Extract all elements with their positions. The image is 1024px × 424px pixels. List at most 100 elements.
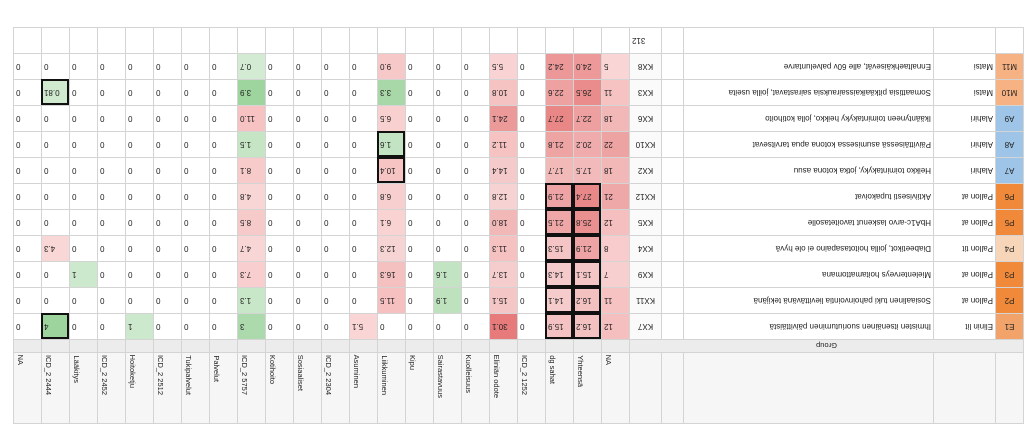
value-cell[interactable]: 0 bbox=[209, 131, 238, 158]
value-cell[interactable]: 18 bbox=[601, 105, 630, 132]
value-cell[interactable]: 17.7 bbox=[545, 157, 574, 184]
value-cell[interactable]: 0 bbox=[153, 261, 182, 288]
value-cell[interactable]: 0 bbox=[265, 79, 294, 106]
value-cell[interactable]: 0 bbox=[293, 183, 322, 210]
value-cell[interactable]: 0.7 bbox=[237, 53, 266, 80]
value-cell[interactable]: 0 bbox=[461, 261, 490, 288]
value-cell[interactable]: 20.2 bbox=[573, 131, 602, 158]
value-cell[interactable]: 12.8 bbox=[489, 183, 518, 210]
value-cell[interactable]: 11.5 bbox=[377, 287, 406, 314]
row-category-cell[interactable]: Matsi bbox=[933, 79, 996, 106]
value-cell[interactable]: 0 bbox=[321, 131, 350, 158]
value-cell[interactable]: 10.4 bbox=[377, 157, 406, 184]
value-cell[interactable]: 4 bbox=[41, 313, 70, 340]
value-cell[interactable]: 0 bbox=[125, 261, 154, 288]
row-code-cell[interactable]: KX5 bbox=[629, 209, 662, 236]
value-cell[interactable]: 4.7 bbox=[237, 235, 266, 262]
value-cell[interactable]: 14.1 bbox=[545, 287, 574, 314]
value-cell[interactable]: 0 bbox=[349, 53, 378, 80]
row-code-cell[interactable]: KX6 bbox=[629, 105, 662, 132]
value-cell[interactable]: 0 bbox=[265, 235, 294, 262]
value-cell[interactable]: 0 bbox=[97, 313, 126, 340]
value-cell[interactable]: 0 bbox=[321, 287, 350, 314]
column-header-cell[interactable]: Palvelut bbox=[209, 352, 238, 424]
row-label-cell[interactable]: Ikääntyneen toimintakyky heikko, jolla k… bbox=[683, 105, 934, 132]
value-cell[interactable]: 0 bbox=[41, 157, 70, 184]
value-cell[interactable]: 1.3 bbox=[237, 287, 266, 314]
value-cell[interactable]: 0 bbox=[153, 209, 182, 236]
value-cell[interactable]: 30.1 bbox=[489, 313, 518, 340]
value-cell[interactable]: 0 bbox=[461, 105, 490, 132]
value-cell[interactable]: 0 bbox=[13, 287, 42, 314]
value-cell[interactable]: 0 bbox=[69, 157, 98, 184]
value-cell[interactable]: 0 bbox=[209, 79, 238, 106]
value-cell[interactable]: 0 bbox=[69, 313, 98, 340]
value-cell[interactable]: 0 bbox=[153, 157, 182, 184]
value-cell[interactable]: 0 bbox=[265, 131, 294, 158]
value-cell[interactable]: 0 bbox=[97, 157, 126, 184]
value-cell[interactable]: 0 bbox=[405, 235, 434, 262]
value-cell[interactable]: 0 bbox=[405, 79, 434, 106]
value-cell[interactable]: 0 bbox=[13, 53, 42, 80]
value-cell[interactable]: 0 bbox=[461, 157, 490, 184]
value-cell[interactable]: 0 bbox=[209, 183, 238, 210]
row-category-cell[interactable]: Pallon tit bbox=[933, 235, 996, 262]
value-cell[interactable]: 0 bbox=[349, 79, 378, 106]
value-cell[interactable]: 0 bbox=[461, 183, 490, 210]
row-category-cell[interactable]: Alahiri bbox=[933, 105, 996, 132]
value-cell[interactable]: 0 bbox=[13, 79, 42, 106]
value-cell[interactable]: 0 bbox=[209, 287, 238, 314]
value-cell[interactable]: 0 bbox=[13, 235, 42, 262]
value-cell[interactable]: 0 bbox=[153, 183, 182, 210]
value-cell[interactable]: 0 bbox=[181, 79, 210, 106]
value-cell[interactable]: 0 bbox=[433, 79, 462, 106]
value-cell[interactable]: 0 bbox=[293, 157, 322, 184]
value-cell[interactable]: 0 bbox=[125, 79, 154, 106]
row-category-cell[interactable]: Alahiri bbox=[933, 131, 996, 158]
value-cell[interactable]: 0 bbox=[461, 287, 490, 314]
value-cell[interactable]: 0 bbox=[69, 235, 98, 262]
value-cell[interactable]: 15.9 bbox=[545, 313, 574, 340]
value-cell[interactable]: 0 bbox=[461, 53, 490, 80]
row-label-cell[interactable]: Ennaltaehkäisevät, alle 60v palveluntarv… bbox=[683, 53, 934, 80]
column-header-cell[interactable]: Kotihoito bbox=[265, 352, 294, 424]
value-cell[interactable]: 0 bbox=[321, 183, 350, 210]
value-cell[interactable]: 0 bbox=[41, 105, 70, 132]
value-cell[interactable]: 0 bbox=[405, 157, 434, 184]
value-cell[interactable]: 0 bbox=[181, 235, 210, 262]
row-category-cell[interactable]: Pallon at bbox=[933, 183, 996, 210]
column-header-cell[interactable]: Liikkuminen bbox=[377, 352, 406, 424]
column-header-cell[interactable]: Kipu bbox=[405, 352, 434, 424]
value-cell[interactable]: 0 bbox=[293, 105, 322, 132]
value-cell[interactable]: 0 bbox=[461, 79, 490, 106]
value-cell[interactable]: 18 bbox=[601, 157, 630, 184]
value-cell[interactable]: 24.0 bbox=[573, 53, 602, 80]
value-cell[interactable]: 16.3 bbox=[377, 261, 406, 288]
value-cell[interactable]: 0 bbox=[405, 209, 434, 236]
value-cell[interactable]: 0 bbox=[405, 131, 434, 158]
value-cell[interactable]: 0 bbox=[517, 131, 546, 158]
row-code-cell[interactable]: KX4 bbox=[629, 235, 662, 262]
value-cell[interactable]: 10.8 bbox=[489, 79, 518, 106]
row-category-cell[interactable]: Pallon at bbox=[933, 209, 996, 236]
value-cell[interactable]: 0 bbox=[153, 287, 182, 314]
value-cell[interactable]: 0 bbox=[181, 53, 210, 80]
value-cell[interactable]: 0 bbox=[349, 235, 378, 262]
value-cell[interactable]: 0 bbox=[153, 105, 182, 132]
row-category-cell[interactable]: Elinin lit bbox=[933, 313, 996, 340]
value-cell[interactable]: 6.5 bbox=[377, 105, 406, 132]
value-cell[interactable]: 0 bbox=[97, 209, 126, 236]
value-cell[interactable]: 11.3 bbox=[489, 235, 518, 262]
value-cell[interactable]: 4.3 bbox=[41, 235, 70, 262]
value-cell[interactable]: 0 bbox=[405, 261, 434, 288]
value-cell[interactable]: 0 bbox=[265, 261, 294, 288]
row-label-cell[interactable]: Sosiaalinen tuki pahoinvointia lievittäv… bbox=[683, 287, 934, 314]
value-cell[interactable]: 0 bbox=[97, 287, 126, 314]
value-cell[interactable]: 0 bbox=[97, 261, 126, 288]
value-cell[interactable]: 0 bbox=[209, 157, 238, 184]
value-cell[interactable]: 0 bbox=[181, 261, 210, 288]
value-cell[interactable]: 1 bbox=[125, 313, 154, 340]
value-cell[interactable]: 0 bbox=[125, 235, 154, 262]
value-cell[interactable]: 1.6 bbox=[433, 261, 462, 288]
value-cell[interactable]: 1 bbox=[69, 261, 98, 288]
